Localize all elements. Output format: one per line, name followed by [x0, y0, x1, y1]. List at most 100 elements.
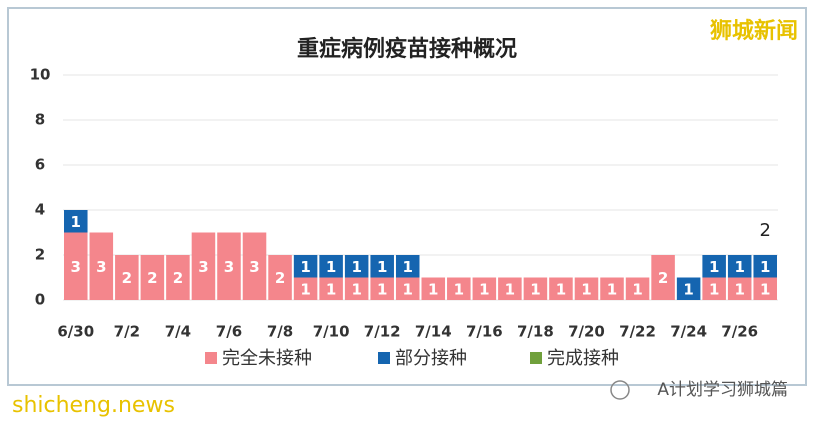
data-label: 1	[351, 258, 361, 276]
bar-segment	[293, 277, 318, 300]
legend-label: 部分接种	[395, 348, 467, 369]
data-label: 1	[300, 280, 310, 298]
watermark: A计划学习狮城篇	[657, 380, 788, 400]
data-label: 1	[300, 258, 310, 276]
y-tick-label: 10	[30, 66, 51, 84]
data-label: 1	[581, 280, 591, 298]
bar-segment	[140, 255, 165, 300]
bar-segment	[676, 277, 701, 300]
chart-title: 重症病例疫苗接种概况	[297, 36, 517, 62]
x-tick-label: 7/12	[364, 323, 401, 341]
bar-segment	[395, 255, 420, 278]
bar-segment	[625, 277, 650, 300]
data-label: 1	[71, 213, 81, 231]
data-label: 1	[760, 258, 770, 276]
wechat-icon	[610, 380, 630, 400]
data-label: 1	[530, 280, 540, 298]
data-label: 2	[173, 269, 183, 287]
x-tick-label: 7/24	[670, 323, 707, 341]
bar-segment	[191, 232, 216, 300]
watermark: 狮城新闻	[710, 18, 798, 44]
y-tick-label: 8	[35, 111, 45, 129]
bar-segment	[319, 255, 343, 278]
data-label: 1	[734, 280, 744, 298]
x-tick-label: 7/8	[267, 323, 293, 341]
data-label: 3	[224, 258, 234, 276]
x-tick-label: 7/4	[165, 323, 191, 341]
data-label: 1	[403, 258, 413, 276]
bar-segment	[447, 277, 471, 300]
y-tick-label: 0	[35, 291, 45, 309]
data-label: 1	[454, 280, 464, 298]
legend-swatch	[205, 352, 217, 364]
data-label: 1	[734, 258, 744, 276]
data-label: 1	[326, 280, 336, 298]
bar-segment	[549, 277, 573, 300]
bar-segment	[89, 232, 114, 300]
y-tick-label: 6	[35, 156, 45, 174]
data-label: 1	[505, 280, 515, 298]
chart-frame	[7, 7, 807, 386]
legend-swatch	[378, 352, 390, 364]
bar-segment	[166, 255, 190, 300]
data-label: 2	[658, 269, 668, 287]
bar-segment	[64, 210, 88, 233]
bar-segment	[702, 255, 726, 278]
data-label: 1	[479, 280, 489, 298]
data-label: 2	[275, 269, 285, 287]
bar-segment	[753, 277, 777, 300]
bar-segment	[268, 255, 292, 300]
data-label: 1	[377, 258, 387, 276]
bar-segment	[421, 277, 446, 300]
x-tick-label: 7/10	[313, 323, 350, 341]
bar-segment	[498, 277, 522, 300]
bar-segment	[64, 232, 88, 300]
legend-label: 完全未接种	[222, 348, 312, 369]
bar-segment	[472, 277, 497, 300]
bar-segment	[727, 277, 752, 300]
bar-segment	[523, 277, 548, 300]
x-tick-label: 7/20	[568, 323, 605, 341]
data-label: 1	[403, 280, 413, 298]
data-label: 2	[122, 269, 132, 287]
bar-segment	[319, 277, 343, 300]
data-label: 1	[377, 280, 387, 298]
bar-segment	[702, 277, 726, 300]
bar-segment	[344, 255, 369, 278]
bar-segment	[370, 277, 394, 300]
data-label: 1	[683, 280, 693, 298]
bar-segment	[395, 277, 420, 300]
y-tick-label: 2	[35, 246, 45, 264]
bar-segment	[370, 255, 394, 278]
y-tick-label: 4	[35, 201, 45, 219]
bar-segment	[651, 255, 675, 300]
data-label: 1	[709, 258, 719, 276]
x-tick-label: 7/18	[517, 323, 554, 341]
data-label: 1	[709, 280, 719, 298]
data-label: 3	[71, 258, 81, 276]
x-tick-label: 7/6	[216, 323, 242, 341]
bar-segment	[574, 277, 599, 300]
data-label: 1	[556, 280, 566, 298]
legend-label: 完成接种	[547, 348, 619, 369]
data-label: 1	[351, 280, 361, 298]
data-label: 1	[326, 258, 336, 276]
bar-segment	[115, 255, 139, 300]
data-label: 2	[147, 269, 157, 287]
x-tick-label: 7/26	[721, 323, 758, 341]
x-tick-label: 7/16	[466, 323, 503, 341]
x-tick-label: 7/2	[114, 323, 140, 341]
x-tick-label: 7/14	[415, 323, 452, 341]
bar-segment	[344, 277, 369, 300]
data-label: 3	[249, 258, 259, 276]
bar-segment	[600, 277, 624, 300]
data-label: 3	[198, 258, 208, 276]
bar-segment	[727, 255, 752, 278]
bar-segment	[242, 232, 267, 300]
bar-segment	[217, 232, 241, 300]
watermark: shicheng.news	[12, 393, 175, 418]
bar-segment	[753, 255, 777, 278]
x-tick-label: 7/22	[619, 323, 656, 341]
x-tick-label: 6/30	[57, 323, 94, 341]
